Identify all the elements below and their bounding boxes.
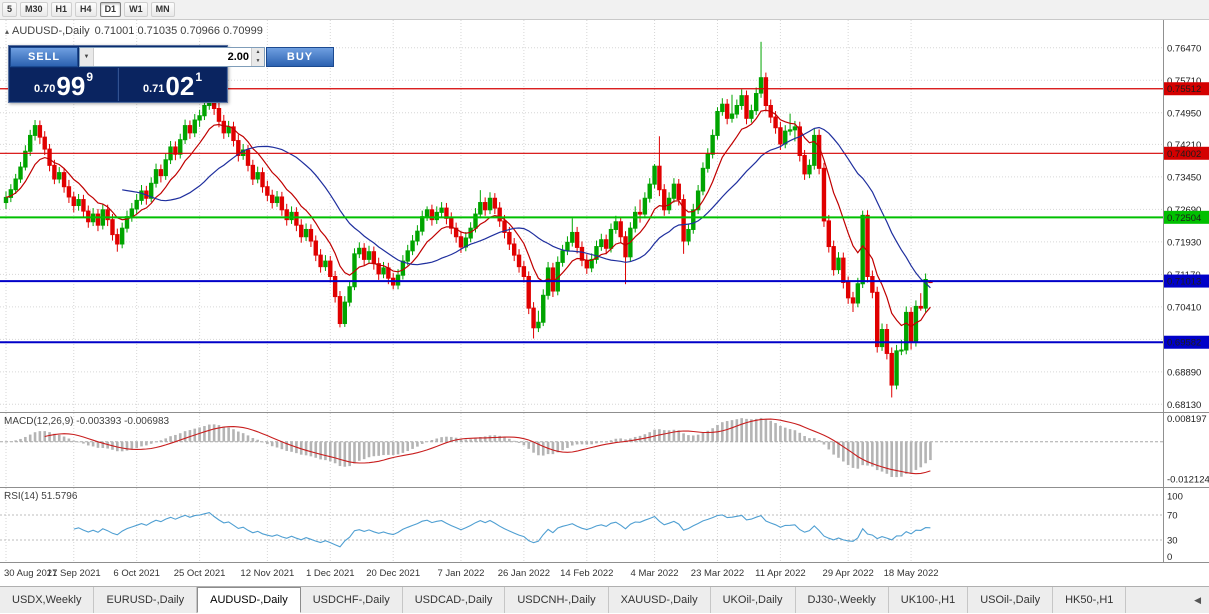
date-label: 25 Oct 2021 — [173, 568, 226, 579]
volume-dropdown-icon[interactable]: ▼ — [80, 48, 94, 66]
chart-tab-dj30-weekly[interactable]: DJ30-,Weekly — [796, 587, 889, 613]
svg-text:0.75512: 0.75512 — [1167, 84, 1201, 95]
svg-text:0.68890: 0.68890 — [1167, 367, 1201, 378]
chart-collapse-icon[interactable]: ▴ — [5, 27, 10, 36]
svg-text:0.69582: 0.69582 — [1167, 338, 1201, 349]
svg-text:0.74210: 0.74210 — [1167, 140, 1201, 151]
sell-button[interactable]: SELL — [10, 47, 78, 67]
svg-text:0.75710: 0.75710 — [1167, 76, 1201, 87]
buy-button[interactable]: BUY — [266, 47, 334, 67]
date-axis[interactable]: 30 Aug 2021 17 Sep 2021 6 Oct 2021 25 Oct 2… — [0, 563, 1209, 586]
sell-price-pip: 9 — [86, 70, 94, 84]
main-chart-panel[interactable]: 0.76470 0.75710 0.74950 0.74210 0.73450 0.726… — [0, 20, 1209, 413]
date-label: 1 Dec 2021 — [305, 568, 355, 579]
chart-tab-usdcad-daily[interactable]: USDCAD-,Daily — [403, 587, 506, 613]
date-label: 29 Apr 2022 — [822, 568, 874, 579]
tab-scroll-left-icon[interactable]: ◀ — [1194, 594, 1201, 605]
date-label: 7 Jan 2022 — [437, 568, 485, 579]
chart-tab-uk100-h1[interactable]: UK100-,H1 — [889, 587, 969, 613]
chart-title: ▴ AUDUSD-,Daily 0.71001 0.71035 0.70966 0.… — [5, 25, 263, 37]
svg-text:0.74002: 0.74002 — [1167, 149, 1201, 160]
date-label: 23 Mar 2022 — [690, 568, 745, 579]
svg-text:0.76470: 0.76470 — [1167, 43, 1201, 54]
timeframe-button-5[interactable]: 5 — [2, 2, 18, 17]
volume-stepper: ▲ ▼ — [251, 48, 264, 66]
macd-chart[interactable]: 0.008197 -0.012124 — [0, 413, 1209, 487]
macd-panel[interactable]: 0.008197 -0.012124 MACD(12,26,9) -0.00339… — [0, 413, 1209, 488]
svg-text:0.71930: 0.71930 — [1167, 237, 1201, 248]
timeframe-button-w1[interactable]: W1 — [124, 2, 148, 17]
date-label: 11 Apr 2022 — [755, 568, 806, 579]
buy-price-display[interactable]: 0.71 02 1 — [118, 68, 226, 101]
svg-text:0.73450: 0.73450 — [1167, 172, 1201, 183]
chart-symbol-label: AUDUSD-,Daily — [12, 25, 90, 37]
timeframe-button-h4[interactable]: H4 — [75, 2, 97, 17]
svg-text:-0.012124: -0.012124 — [1167, 474, 1209, 485]
macd-label: MACD(12,26,9) -0.003393 -0.006983 — [4, 416, 170, 427]
chart-tab-usdchf-daily[interactable]: USDCHF-,Daily — [301, 587, 403, 613]
chart-window: 0.76470 0.75710 0.74950 0.74210 0.73450 0.726… — [0, 20, 1209, 586]
chart-tab-usdx-weekly[interactable]: USDX,Weekly — [0, 587, 95, 613]
date-label: 18 May 2022 — [883, 568, 939, 579]
chart-tab-ukoil-daily[interactable]: UKOil-,Daily — [711, 587, 796, 613]
volume-step-up-icon[interactable]: ▲ — [252, 48, 264, 57]
timeframe-button-mn[interactable]: MN — [150, 2, 175, 17]
date-label: 20 Dec 2021 — [366, 568, 421, 579]
sell-price-prefix: 0.70 — [33, 83, 56, 95]
chart-tab-eurusd-daily[interactable]: EURUSD-,Daily — [94, 587, 198, 613]
svg-text:0.72504: 0.72504 — [1167, 213, 1201, 224]
chart-tab-bar: USDX,Weekly EURUSD-,Daily AUDUSD-,Daily USD… — [0, 586, 1209, 613]
svg-text:100: 100 — [1167, 492, 1183, 503]
svg-text:70: 70 — [1167, 510, 1178, 521]
svg-text:0: 0 — [1167, 552, 1172, 562]
chart-tab-xauusd-daily[interactable]: XAUUSD-,Daily — [609, 587, 711, 613]
chart-tab-hk50-h1[interactable]: HK50-,H1 — [1053, 587, 1127, 613]
buy-price-pip: 1 — [195, 70, 203, 84]
volume-control: ▼ ▲ ▼ — [79, 47, 265, 67]
sell-price-display[interactable]: 0.70 99 9 — [10, 68, 117, 101]
buy-price-prefix: 0.71 — [142, 83, 165, 95]
volume-input[interactable] — [94, 48, 251, 66]
svg-text:0.70410: 0.70410 — [1167, 302, 1201, 313]
date-label: 14 Feb 2022 — [560, 568, 614, 579]
svg-text:0.72690: 0.72690 — [1167, 205, 1201, 216]
chart-tab-usoil-daily[interactable]: USOil-,Daily — [968, 587, 1054, 613]
chart-tab-audusd-daily[interactable]: AUDUSD-,Daily — [197, 587, 301, 613]
one-click-trading-widget: SELL ▼ ▲ ▼ BUY 0.70 99 9 — [8, 45, 334, 103]
date-label: 30 Aug 2021 — [4, 568, 58, 579]
date-label: 12 Nov 2021 — [240, 568, 295, 579]
timeframe-button-h1[interactable]: H1 — [50, 2, 73, 17]
chart-ohlc-readout: 0.71001 0.71035 0.70966 0.70999 — [94, 25, 263, 37]
date-label: 4 Mar 2022 — [630, 568, 679, 579]
date-label: 17 Sep 2021 — [46, 568, 101, 579]
sell-price-main: 99 — [56, 71, 86, 101]
date-label: 26 Jan 2022 — [497, 568, 551, 579]
timeframe-toolbar: 5 M30 H1 H4 D1 W1 MN — [0, 0, 1209, 20]
rsi-chart[interactable]: 100 70 30 0 — [0, 488, 1209, 562]
svg-text:30: 30 — [1167, 536, 1178, 547]
date-label: 6 Oct 2021 — [113, 568, 160, 579]
rsi-label: RSI(14) 51.5796 — [4, 491, 78, 502]
timeframe-button-m30[interactable]: M30 — [20, 2, 48, 17]
chart-tab-usdcnh-daily[interactable]: USDCNH-,Daily — [505, 587, 609, 613]
svg-text:0.74950: 0.74950 — [1167, 108, 1201, 119]
svg-text:0.71013: 0.71013 — [1167, 277, 1201, 288]
buy-price-main: 02 — [165, 71, 195, 101]
svg-text:0.68130: 0.68130 — [1167, 400, 1201, 411]
svg-text:0.008197: 0.008197 — [1167, 414, 1207, 425]
rsi-panel[interactable]: 100 70 30 0 RSI(14) 51.5796 — [0, 488, 1209, 563]
timeframe-button-d1[interactable]: D1 — [99, 2, 122, 17]
volume-step-down-icon[interactable]: ▼ — [252, 57, 264, 66]
candlestick-chart[interactable]: 0.76470 0.75710 0.74950 0.74210 0.73450 0.726… — [0, 20, 1209, 412]
